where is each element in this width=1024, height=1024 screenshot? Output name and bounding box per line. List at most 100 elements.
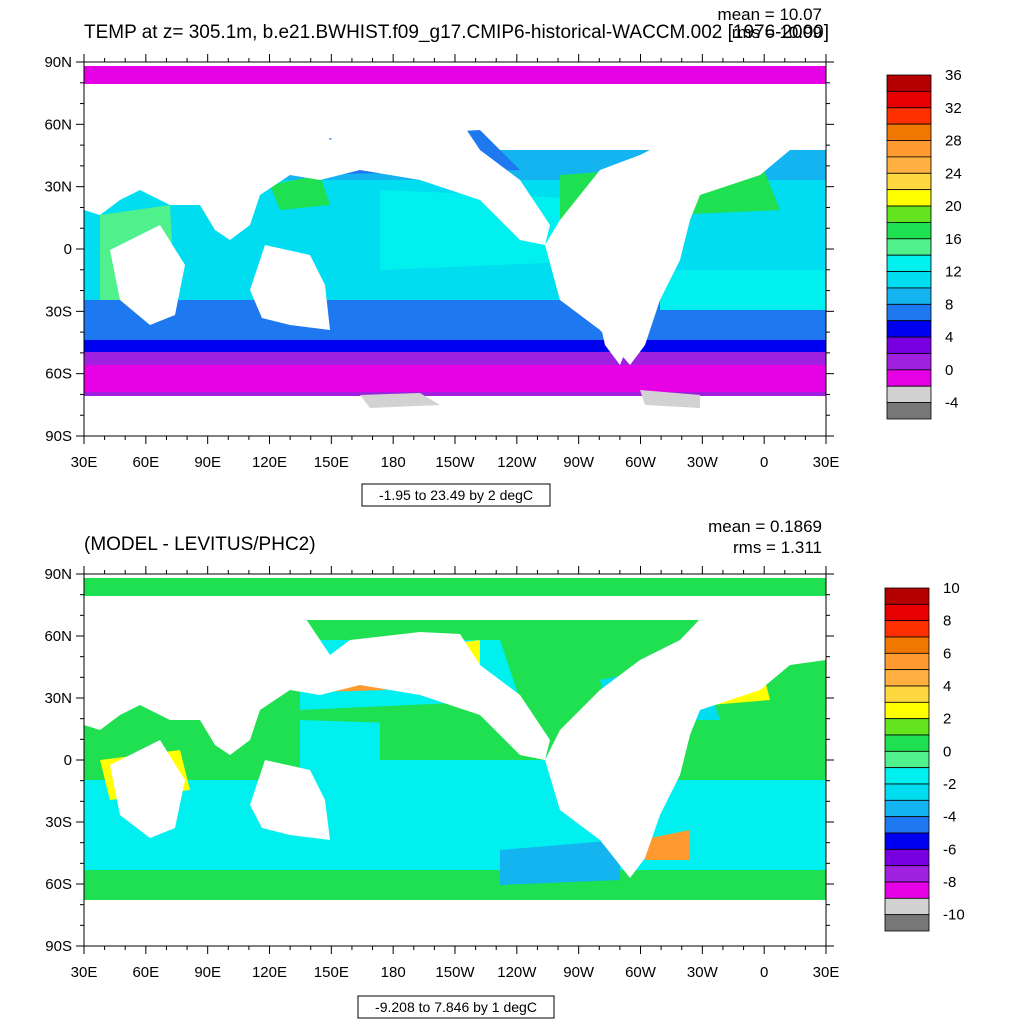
y-tick-label: 90S [45,428,72,445]
x-tick-label: 120E [252,454,287,471]
colorbar-swatch [884,832,930,850]
panel1-title: TEMP at z= 305.1m, b.e21.BWHIST.f09_g17.… [84,22,829,43]
colorbar-swatch [884,865,930,883]
colorbar-swatch [884,914,930,932]
colorbar-swatch [884,767,930,785]
panel2-colorbar-labels: 10 8 6 4 2 0 -2 -4 -6 -8 -10 [943,580,965,924]
colorbar-swatch [886,156,932,174]
y-tick-label: 60S [45,876,72,893]
x-tick-label: 60W [625,964,657,981]
colorbar-label: 4 [945,329,953,346]
colorbar-swatch [886,140,932,158]
colorbar-label: 36 [945,67,962,84]
y-tick-label: 0 [64,752,72,769]
panel1-colorbar-labels: 36 32 28 24 20 16 12 8 4 0 -4 [945,67,962,412]
panel-difference: (MODEL - LEVITUS/PHC2) mean = 0.1869 rms… [44,517,965,1019]
panel1-colorbar [886,74,932,420]
panel1-rms: rms = 10.99 [732,23,822,42]
colorbar-label: -10 [943,907,965,924]
colorbar-label: 12 [945,264,962,281]
y-tick-label: 60S [45,366,72,383]
x-tick-label: 180 [381,964,406,981]
y-tick-label: 60N [44,116,72,133]
panel1-x-ticks: 30E 60E 90E 120E 150E 180 150W 120W 90W 60W 30W 0 30… [71,54,840,471]
x-tick-label: 0 [760,454,768,471]
y-tick-label: 60N [44,628,72,645]
y-tick-label: 90N [44,54,72,71]
colorbar-swatch [886,254,932,272]
colorbar-swatch [884,799,930,818]
colorbar-label: 8 [943,613,951,630]
colorbar-label: -8 [943,874,956,891]
x-tick-label: 30W [687,454,719,471]
x-tick-label: 60W [625,454,657,471]
colorbar-label: 6 [943,645,951,662]
colorbar-swatch [886,369,932,387]
colorbar-swatch [884,750,930,769]
panel-temperature: TEMP at z= 305.1m, b.e21.BWHIST.f09_g17.… [44,5,962,507]
colorbar-label: 0 [943,743,951,760]
colorbar-swatch [886,303,932,322]
x-tick-label: 150E [314,964,349,981]
x-tick-label: 150E [314,454,349,471]
y-tick-label: 90S [45,938,72,955]
colorbar-label: 32 [945,100,962,117]
colorbar-swatch [884,718,930,736]
panel2-y-ticks: 90N 60N 30N 0 30S 60S 90S [44,566,834,955]
panel1-range-box [361,483,551,507]
panel1-range-text: -1.95 to 23.49 by 2 degC [379,487,533,503]
colorbar-swatch [886,385,932,404]
panel2-range-box [357,995,555,1019]
colorbar-swatch [886,238,932,256]
colorbar-swatch [884,701,930,720]
colorbar-swatch [886,123,932,141]
x-tick-label: 90W [563,454,595,471]
x-tick-label: 60E [132,964,159,981]
panel2-x-ticks: 30E 60E 90E 120E 150E 180 150W 120W 90W 60W 30W 0 30… [71,566,840,981]
panel2-rms: rms = 1.311 [733,538,822,557]
x-tick-label: 120W [497,454,537,471]
x-tick-label: 30E [813,454,840,471]
colorbar-swatch [886,320,932,338]
colorbar-swatch [886,271,932,289]
colorbar-label: 20 [945,198,962,215]
colorbar-swatch [886,287,932,305]
colorbar-swatch [884,603,930,622]
colorbar-swatch [884,816,930,834]
colorbar-swatch [884,652,930,671]
x-tick-label: 30E [71,964,98,981]
colorbar-swatch [884,881,930,899]
colorbar-swatch [884,734,930,752]
panel2-mean: mean = 0.1869 [708,517,822,536]
panel2-range-text: -9.208 to 7.846 by 1 degC [375,999,537,1015]
y-tick-label: 30S [45,814,72,831]
colorbar-label: 16 [945,231,962,248]
panel1-y-ticks: 90N 60N 30N 0 30S 60S 90S [44,54,834,445]
colorbar-swatch [886,336,932,354]
x-tick-label: 120E [252,964,287,981]
colorbar-label: 0 [945,362,953,379]
x-tick-label: 60E [132,454,159,471]
colorbar-swatch [886,189,932,207]
panel2-colorbar [884,587,930,932]
colorbar-swatch [886,205,932,223]
y-tick-label: 30S [45,303,72,320]
colorbar-label: 24 [945,165,962,182]
colorbar-label: 10 [943,580,960,597]
colorbar-swatch [886,90,932,109]
x-tick-label: 90W [563,964,595,981]
colorbar-swatch [884,897,930,916]
colorbar-swatch [886,353,932,371]
colorbar-swatch [886,402,932,420]
x-tick-label: 30E [813,964,840,981]
y-tick-label: 30N [44,690,72,707]
colorbar-swatch [884,669,930,687]
x-tick-label: 0 [760,964,768,981]
panel1-map [83,61,827,437]
colorbar-swatch [884,620,930,638]
colorbar-swatch [886,107,932,125]
x-tick-label: 150W [435,964,475,981]
colorbar-label: -2 [943,776,956,793]
colorbar-label: -4 [943,809,956,826]
